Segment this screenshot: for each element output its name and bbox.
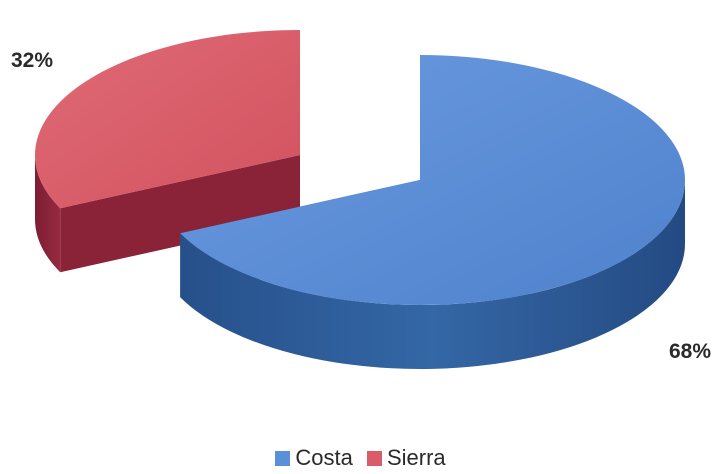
data-label-sierra: 32% (11, 49, 53, 72)
chart-legend: Costa Sierra (0, 446, 721, 470)
legend-swatch-sierra (366, 451, 382, 466)
slice-top-costa (180, 55, 686, 305)
slice-wall-sierra-0 (60, 155, 301, 273)
pie-slice-costa (180, 55, 686, 370)
legend-swatch-costa (275, 451, 291, 466)
slice-side-costa-0 (180, 180, 685, 370)
data-label-costa: 68% (669, 340, 711, 363)
legend-item-sierra: Sierra (366, 445, 446, 470)
slice-side-sierra-0 (35, 155, 61, 273)
legend-label-sierra: Sierra (386, 445, 446, 470)
slice-top-sierra (34, 30, 301, 209)
legend-item-costa: Costa (275, 445, 353, 470)
pie-slice-sierra (34, 30, 301, 273)
legend-label-costa: Costa (295, 445, 353, 470)
